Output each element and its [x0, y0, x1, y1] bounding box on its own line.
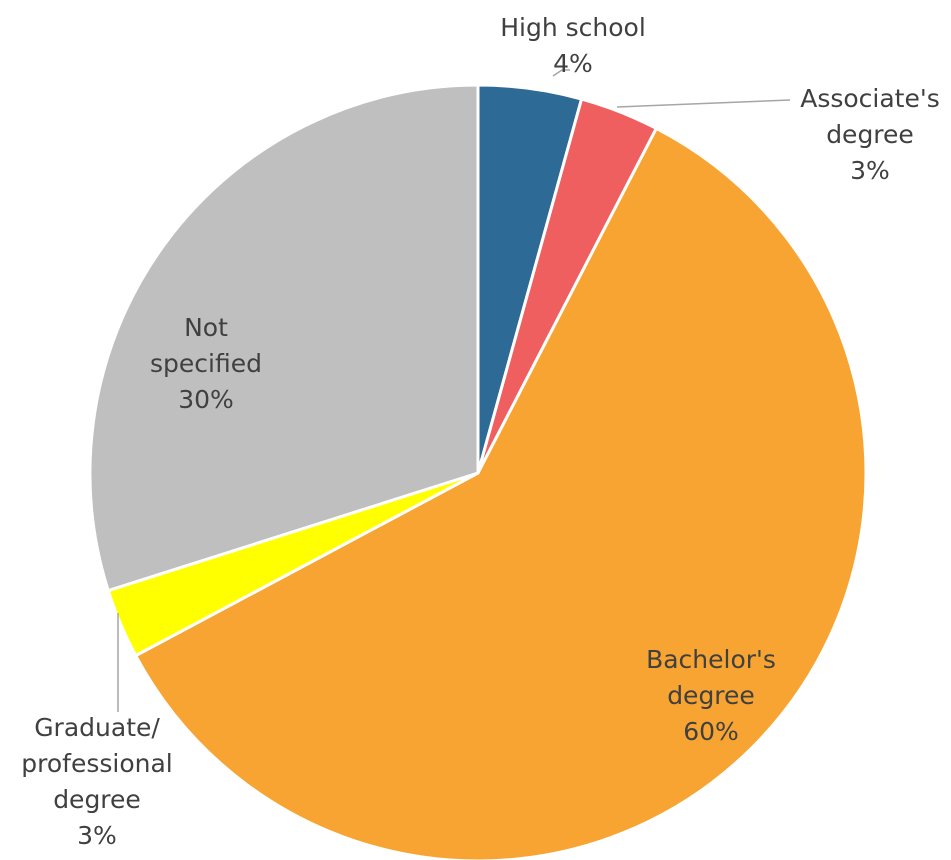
- slice-label-line: degree: [826, 120, 914, 149]
- slice-label-line: Bachelor's: [646, 645, 776, 674]
- slices-layer: [88, 83, 868, 860]
- leader-line-0: [552, 69, 570, 77]
- slice-label-line: Not: [184, 313, 228, 342]
- slice-label-2: Bachelor's degree 60%: [646, 645, 776, 746]
- slice-label-line: degree: [667, 681, 755, 710]
- slice-label-line: High school: [500, 13, 646, 42]
- leader-lines-layer: [117, 69, 791, 712]
- slice-percent-label: 3%: [850, 156, 890, 185]
- slice-percent-label: 60%: [683, 717, 739, 746]
- slice-label-line: Associate's: [800, 84, 940, 113]
- slice-percent-label: 4%: [553, 49, 593, 78]
- slice-label-line: Graduate/: [34, 713, 160, 742]
- slice-label-line: professional: [21, 749, 172, 778]
- slice-percent-label: 3%: [77, 821, 117, 850]
- pie-slice-4: [88, 83, 480, 593]
- slice-label-line: degree: [53, 785, 141, 814]
- slice-label-4: Not specified 30%: [150, 313, 262, 414]
- slice-label-1: Associate's degree 3%: [800, 84, 940, 185]
- slice-label-0: High school 4%: [500, 13, 646, 78]
- slice-label-line: specified: [150, 349, 262, 378]
- slice-label-3: Graduate/professional degree 3%: [21, 713, 172, 850]
- leader-line-1: [616, 99, 791, 108]
- pie-slice-2: [134, 126, 868, 860]
- slice-percent-label: 30%: [178, 385, 234, 414]
- labels-layer: High school 4% Associate's degree 3% Bachelor…: [21, 13, 940, 850]
